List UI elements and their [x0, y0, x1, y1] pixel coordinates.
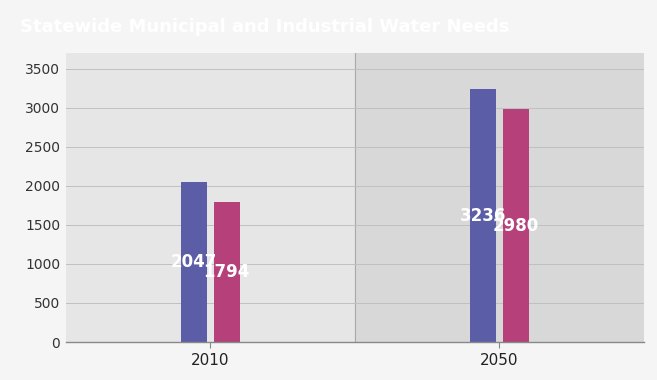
- Text: Statewide Municipal and Industrial Water Needs: Statewide Municipal and Industrial Water…: [20, 18, 509, 36]
- Bar: [503, 109, 529, 342]
- Bar: [181, 182, 206, 342]
- Text: 1794: 1794: [204, 263, 250, 281]
- Bar: [66, 53, 355, 342]
- Bar: [470, 89, 495, 342]
- Text: 2047: 2047: [170, 253, 217, 271]
- Text: 3236: 3236: [459, 207, 506, 225]
- Bar: [355, 53, 644, 342]
- Bar: [214, 202, 240, 342]
- Text: 2980: 2980: [493, 217, 539, 235]
